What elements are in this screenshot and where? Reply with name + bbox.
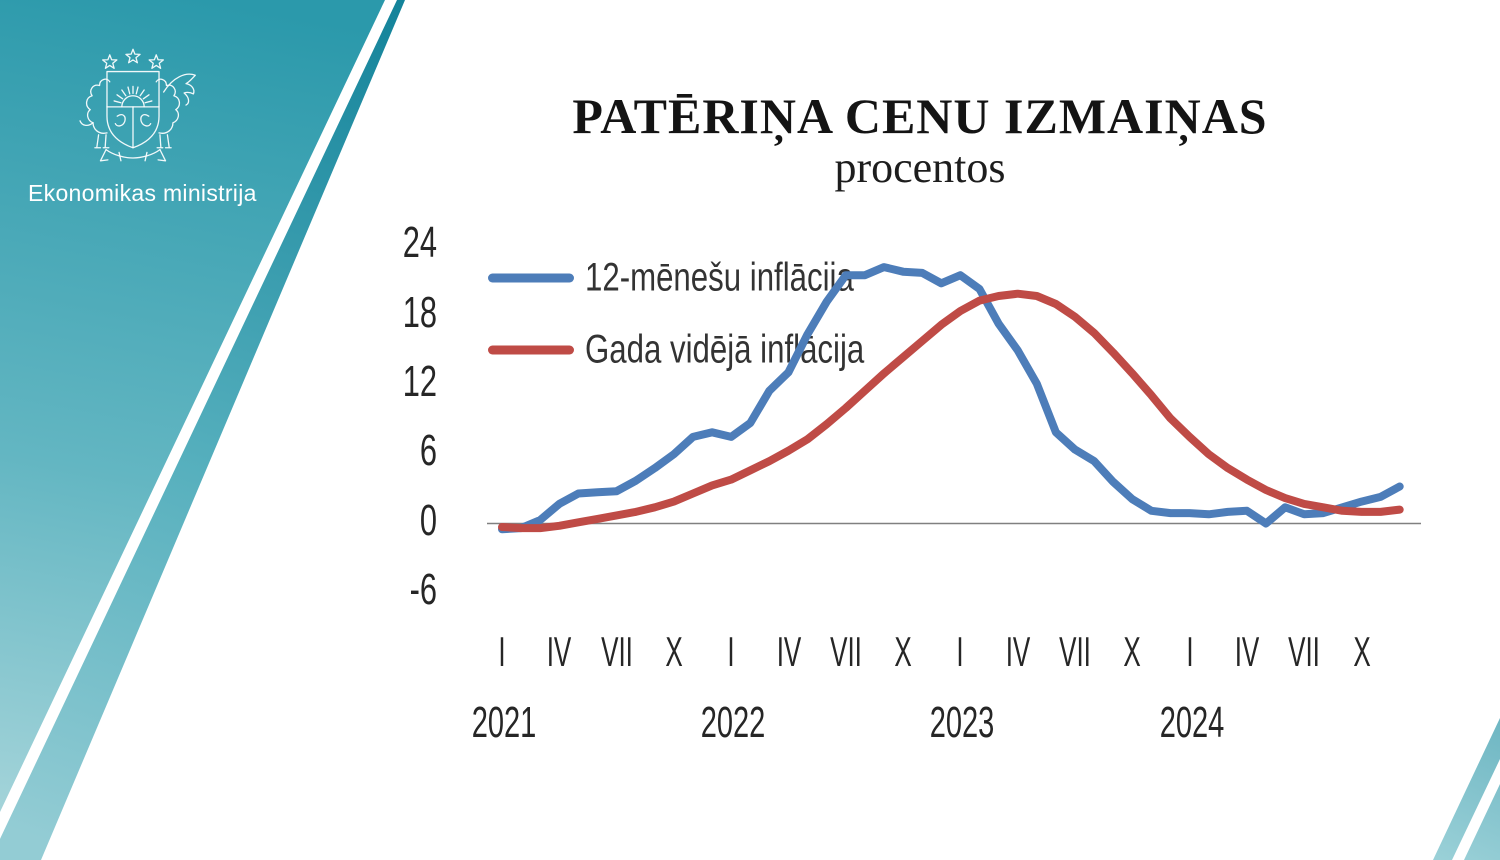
left-teal-band bbox=[0, 0, 405, 860]
star-icon bbox=[148, 54, 164, 69]
x-tick-label: I bbox=[1185, 628, 1194, 675]
y-tick-label: 6 bbox=[419, 426, 437, 476]
bottom-right-teal-wedge bbox=[1433, 718, 1500, 860]
latvia-coat-of-arms-emblem bbox=[79, 48, 196, 162]
x-tick-label: I bbox=[498, 628, 506, 675]
x-tick-label: X bbox=[665, 628, 683, 675]
y-tick-label: 18 bbox=[402, 287, 437, 337]
legend-label: 12-mēnešu inflācija bbox=[585, 255, 854, 300]
sun-rays bbox=[113, 85, 153, 104]
sun-icon bbox=[121, 95, 145, 108]
year-label: 2021 bbox=[471, 698, 537, 747]
legend-line-red bbox=[488, 345, 574, 355]
bottom-right-white-stripe bbox=[1452, 759, 1500, 860]
y-tick-label: 0 bbox=[419, 495, 437, 545]
legend-label: Gada vidējā inflācija bbox=[585, 327, 865, 372]
star-icon bbox=[125, 48, 141, 64]
legend-item-12-month-inflation: 12-mēnešu inflācija bbox=[488, 256, 930, 301]
chart-header: PATĒRIŅA CENU IZMAIŅAS procentos bbox=[400, 90, 1440, 193]
year-label: 2023 bbox=[930, 698, 995, 747]
x-tick-label: X bbox=[1123, 628, 1141, 675]
x-tick-label: VII bbox=[1059, 628, 1091, 675]
x-tick-label: I bbox=[727, 628, 735, 675]
left-teal-wedge bbox=[0, 0, 385, 812]
x-tick-label: X bbox=[1352, 628, 1371, 675]
ministry-name: Ekonomikas ministrija bbox=[28, 180, 257, 206]
x-tick-label: I bbox=[956, 628, 965, 675]
griffin-supporter bbox=[155, 73, 196, 149]
lion-supporter bbox=[79, 78, 111, 149]
ribbon bbox=[99, 148, 167, 162]
x-tick-label: X bbox=[894, 628, 912, 675]
x-tick-label: IV bbox=[776, 628, 801, 675]
star-icon bbox=[102, 54, 118, 69]
y-tick-label: -6 bbox=[409, 564, 437, 614]
year-label: 2022 bbox=[700, 698, 766, 747]
y-tick-label: 12 bbox=[402, 356, 437, 406]
year-label: 2024 bbox=[1159, 698, 1224, 747]
x-tick-label: IV bbox=[1005, 628, 1030, 675]
x-tick-label: IV bbox=[546, 628, 572, 675]
legend-line-blue bbox=[488, 273, 574, 283]
chart-title: PATĒRIŅA CENU IZMAIŅAS bbox=[572, 88, 1268, 144]
x-tick-label: VII bbox=[829, 628, 862, 675]
legend-item-annual-average-inflation: Gada vidējā inflācija bbox=[488, 328, 943, 373]
x-tick-label: IV bbox=[1234, 628, 1260, 675]
x-tick-label: VII bbox=[600, 628, 633, 675]
chart-subtitle: procentos bbox=[834, 142, 1006, 192]
x-tick-label: VII bbox=[1288, 628, 1321, 675]
y-tick-label: 24 bbox=[402, 218, 437, 268]
